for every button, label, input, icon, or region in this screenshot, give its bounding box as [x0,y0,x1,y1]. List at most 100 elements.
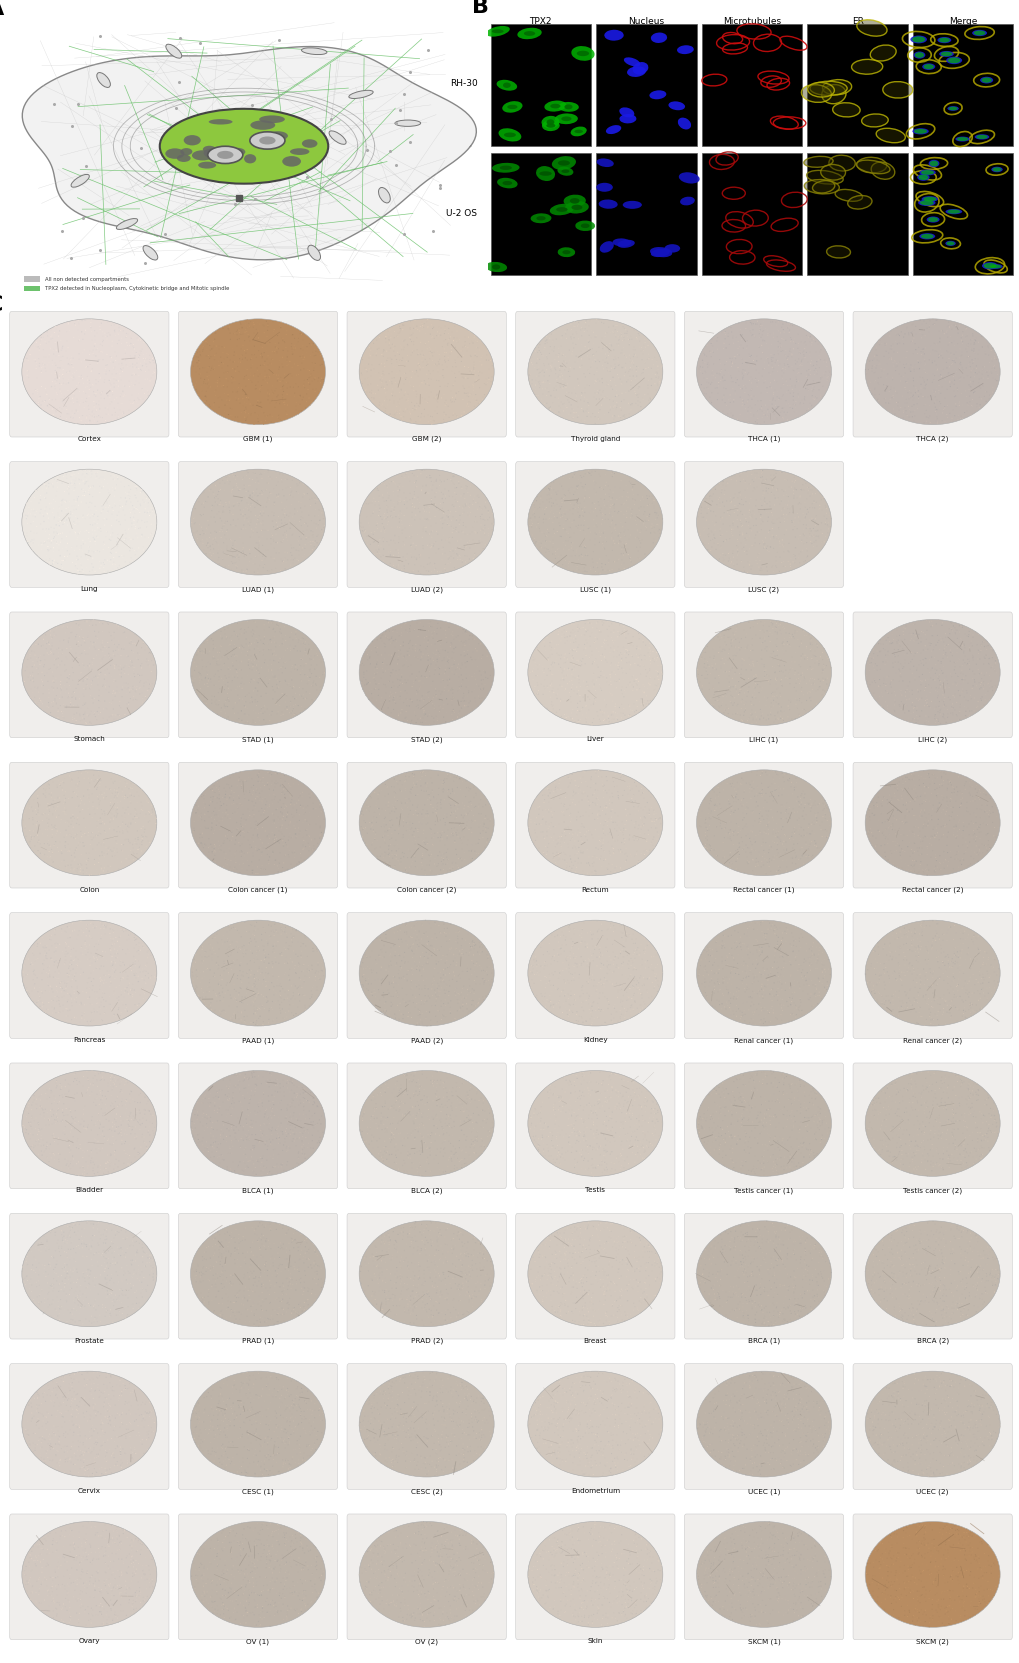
Point [615,477,632,504]
Point [383,1276,399,1302]
Point [117,492,133,519]
Point [924,1281,941,1307]
Point [594,1111,610,1137]
Point [711,808,728,835]
Point [587,973,603,999]
Point [931,669,948,695]
Point [303,1109,319,1136]
Point [786,1267,802,1294]
Point [556,1290,573,1317]
Point [601,832,618,858]
Point [569,1380,585,1407]
Point [98,1239,114,1266]
Point [963,783,979,810]
Point [560,1520,577,1547]
Point [284,624,301,650]
Point [956,918,972,945]
Point [236,344,253,371]
Point [750,968,766,994]
Point [925,770,942,797]
Point [722,1146,739,1172]
Point [774,913,791,940]
Point [791,484,807,511]
Point [243,1259,259,1285]
Point [734,1434,750,1460]
Point [930,1141,947,1167]
Point [218,1237,234,1264]
Point [51,361,67,387]
Point [434,968,450,994]
Point [136,489,152,516]
Point [470,1241,486,1267]
Point [79,1149,96,1176]
Point [115,373,131,399]
Point [404,822,420,848]
Point [201,943,217,970]
Point [752,609,768,635]
Point [266,770,282,797]
Point [49,1577,65,1603]
Point [789,1300,805,1327]
Point [414,1538,430,1565]
Point [141,1400,157,1427]
Point [643,1567,659,1593]
Point [294,1523,311,1550]
Point [471,1241,487,1267]
Point [371,389,387,416]
Point [45,1527,61,1553]
Point [728,366,744,392]
Point [898,920,914,946]
Point [630,1560,646,1587]
Point [715,1548,732,1575]
Point [105,364,121,391]
Point [231,1061,248,1088]
Point [48,999,64,1026]
Point [90,1399,106,1425]
Point [752,783,768,810]
Point [650,1577,666,1603]
Point [104,645,120,672]
Point [213,788,229,815]
Point [553,1290,570,1317]
Point [62,1553,78,1580]
Point [247,1557,263,1583]
Point [62,363,78,389]
Point [47,921,63,948]
Point [113,1453,129,1480]
Point [263,629,279,655]
Point [877,941,894,968]
Point [373,392,389,419]
Point [619,637,635,664]
Point [245,1419,261,1445]
Point [258,1374,274,1400]
Point [575,802,591,828]
Point [948,1379,964,1405]
Point [304,1535,320,1562]
Point [42,356,58,382]
Point [280,966,297,993]
Point [562,1382,579,1409]
Point [710,925,727,951]
Point [53,662,69,688]
Point [794,978,810,1004]
Point [136,329,152,356]
Point [405,373,421,399]
Point [576,1113,592,1139]
Point [796,384,812,411]
Point [696,970,712,996]
Point [101,1211,117,1237]
Point [608,382,625,409]
Point [217,1523,233,1550]
Point [743,1006,759,1033]
Point [892,650,908,677]
Point [799,542,815,569]
Point [102,805,118,832]
Point [764,1438,781,1465]
Point [721,1442,738,1468]
Point [636,499,652,526]
Point [739,677,755,703]
Point [197,1134,213,1161]
Point [621,1370,637,1397]
Point [975,1078,991,1104]
Point [429,1558,445,1585]
